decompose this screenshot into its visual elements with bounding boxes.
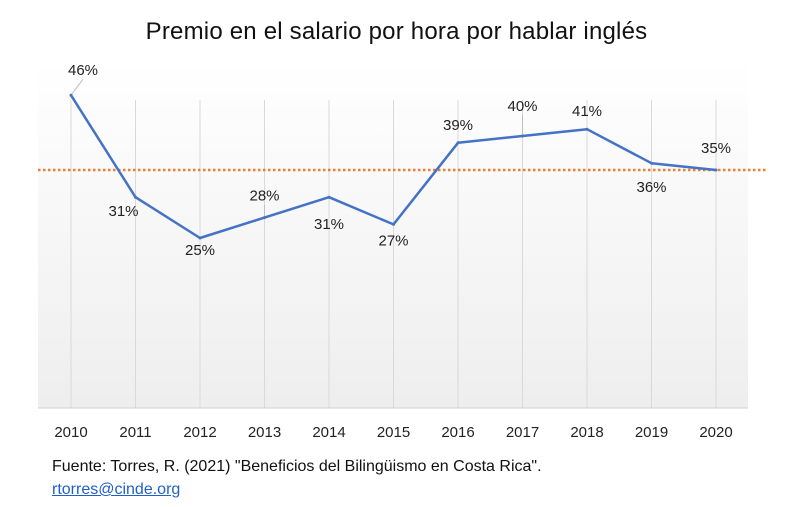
chart-title: Premio en el salario por hora por hablar… (145, 18, 648, 45)
data-label-2014: 31% (314, 216, 344, 233)
data-point-2012 (198, 236, 202, 240)
data-point-2010 (69, 93, 73, 97)
data-point-2018 (585, 127, 589, 131)
data-label-2019: 36% (636, 179, 666, 196)
x-tick-label: 2011 (119, 424, 151, 441)
data-label-2015: 27% (378, 232, 408, 249)
x-tick-label: 2015 (377, 424, 410, 441)
x-tick-label: 2018 (570, 424, 603, 441)
x-tick-label: 2019 (635, 424, 668, 441)
data-point-2017 (521, 134, 524, 138)
x-tick-label: 2013 (248, 424, 281, 441)
data-label-2013: 28% (249, 188, 279, 205)
data-point-2016 (456, 141, 460, 145)
x-tick-label: 2020 (699, 424, 732, 441)
data-label-2017: 40% (507, 98, 537, 115)
data-point-2013 (263, 216, 266, 220)
x-tick-label: 2017 (506, 424, 539, 441)
x-tick-label: 2016 (441, 424, 474, 441)
x-tick-label: 2014 (312, 424, 345, 441)
data-label-2011: 31% (108, 203, 138, 220)
data-point-2014 (327, 195, 331, 199)
contact-email-link[interactable]: rtorres@cinde.org (52, 481, 181, 498)
label-leader-line (70, 78, 84, 96)
source-citation: Fuente: Torres, R. (2021) "Beneficios de… (52, 458, 542, 475)
x-tick-label: 2010 (54, 424, 87, 441)
x-tick-label: 2012 (183, 424, 216, 441)
data-label-2018: 41% (572, 103, 602, 120)
data-point-2019 (650, 161, 653, 165)
data-label-2016: 39% (443, 117, 473, 134)
data-label-2012: 25% (185, 242, 215, 259)
data-point-2011 (134, 195, 137, 199)
data-label-2020: 35% (701, 140, 731, 157)
data-point-2015 (392, 222, 395, 226)
data-label-2010: 46% (68, 62, 98, 79)
data-point-2020 (714, 168, 718, 172)
